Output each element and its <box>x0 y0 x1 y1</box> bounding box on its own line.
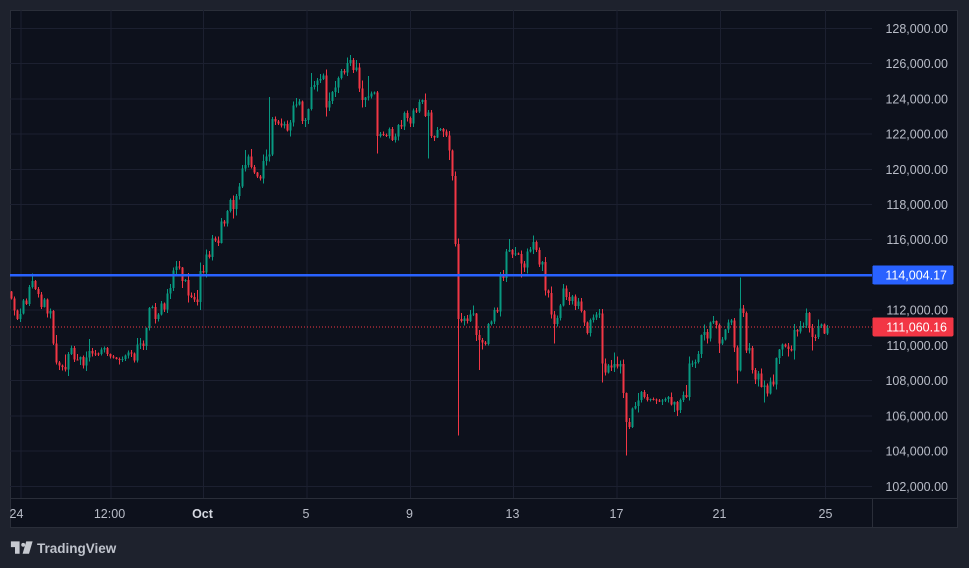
svg-text:Oct: Oct <box>192 507 214 521</box>
svg-text:106,000.00: 106,000.00 <box>885 409 948 423</box>
svg-text:104,000.00: 104,000.00 <box>885 445 948 459</box>
svg-text:25: 25 <box>819 507 833 521</box>
svg-text:120,000.00: 120,000.00 <box>885 163 948 177</box>
svg-text:110,000.00: 110,000.00 <box>886 339 948 353</box>
svg-text:12:00: 12:00 <box>94 507 125 521</box>
svg-text:118,000.00: 118,000.00 <box>886 198 948 212</box>
svg-text:21: 21 <box>713 507 727 521</box>
svg-text:13: 13 <box>506 507 520 521</box>
svg-text:5: 5 <box>303 507 310 521</box>
svg-text:TradingView: TradingView <box>37 541 117 556</box>
svg-text:102,000.00: 102,000.00 <box>885 480 948 494</box>
svg-text:128,000.00: 128,000.00 <box>885 22 948 36</box>
svg-text:116,000.00: 116,000.00 <box>886 233 948 247</box>
svg-text:24: 24 <box>10 507 24 521</box>
svg-text:114,004.17: 114,004.17 <box>885 268 947 282</box>
svg-text:112,000.00: 112,000.00 <box>886 304 948 318</box>
svg-text:124,000.00: 124,000.00 <box>885 92 948 106</box>
svg-text:9: 9 <box>406 507 413 521</box>
svg-text:17: 17 <box>610 507 624 521</box>
svg-text:108,000.00: 108,000.00 <box>885 374 948 388</box>
svg-text:111,060.16: 111,060.16 <box>886 320 947 334</box>
svg-text:126,000.00: 126,000.00 <box>885 57 948 71</box>
svg-text:122,000.00: 122,000.00 <box>885 128 948 142</box>
